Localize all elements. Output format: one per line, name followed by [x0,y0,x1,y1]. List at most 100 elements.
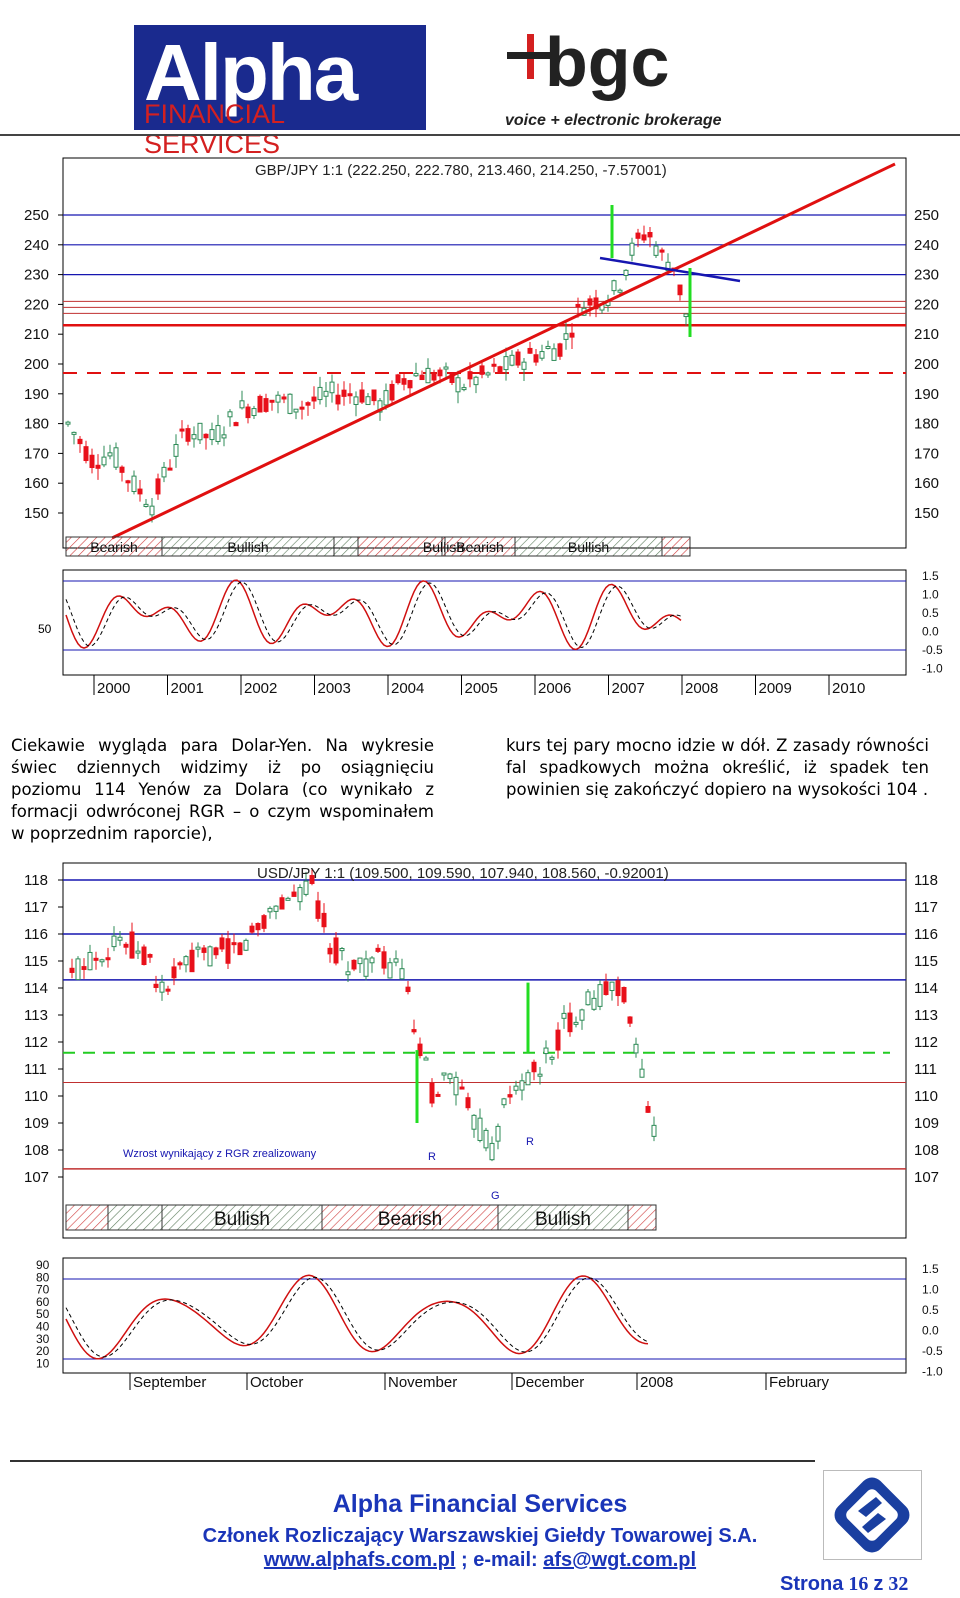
gbpjpy-candle [569,332,575,338]
gbpjpy-candle [341,389,347,397]
usdjpy-osc-left-tick: 50 [36,1307,50,1321]
usdjpy-candle [129,931,135,959]
usdjpy-candle [525,1072,531,1086]
gbpjpy-candle [203,433,209,439]
usdjpy-candle [561,1012,567,1019]
gbpjpy-candle [347,393,353,397]
gbpjpy-candle [521,361,527,370]
gbpjpy-y-tick-right: 190 [914,386,939,403]
gbpjpy-y-tick-right: 170 [914,445,939,462]
usdjpy-y-tick-left: 118 [24,872,48,889]
usdjpy-candle [579,1009,585,1021]
usdjpy-candle [207,946,213,967]
gbpjpy-candle [335,394,341,405]
usdjpy-candle [483,1129,489,1149]
gbpjpy-candle [311,396,317,402]
gbpjpy-y-tick-right: 210 [914,326,939,343]
usdjpy-candle [285,897,291,901]
usdjpy-candle [117,936,123,941]
usdjpy-x-tick: October [250,1374,303,1391]
usdjpy-x-tick: December [515,1374,584,1391]
gbpjpy-y-tick-left: 160 [24,475,49,492]
page-number: Strona 16 z 32 [780,1573,908,1596]
gbpjpy-y-tick-left: 230 [24,267,49,284]
gbpjpy-candle [317,386,323,401]
gbpjpy-candle [281,396,287,400]
gbpjpy-osc-right-tick: 0.0 [922,625,939,639]
usdjpy-osc-left-tick: 70 [36,1283,50,1297]
usdjpy-osc-left-tick: 90 [36,1258,50,1272]
usdjpy-candle [387,962,393,979]
usdjpy-x-tick: 2008 [640,1374,673,1391]
usdjpy-y-tick-right: 117 [914,899,938,916]
usdjpy-candle [339,947,345,952]
gbpjpy-candle [143,503,149,507]
gbpjpy-x-tick: 2009 [759,680,792,697]
usdjpy-candle [567,1012,573,1033]
usdjpy-candle [513,1085,519,1091]
usdjpy-candle [549,1056,555,1060]
gbpjpy-candle [437,369,443,377]
usdjpy-candle [651,1124,657,1137]
usdjpy-candle [435,1093,441,1097]
gbpjpy-candle [407,380,413,389]
gbpjpy-candle [83,446,89,462]
usdjpy-candle [141,946,147,966]
gbpjpy-sentiment-label: Bearish [90,539,137,555]
gbpjpy-candle [71,431,77,435]
gbpjpy-candle [245,406,251,419]
usdjpy-candle [201,947,207,953]
usdjpy-candle [447,1073,453,1080]
alpha-logo: Alpha FINANCIAL SERVICES [134,25,426,159]
gbpjpy-candle [617,289,623,293]
usdjpy-candle [189,949,195,973]
gbpjpy-candle [167,467,173,471]
usdjpy-candle [327,947,333,955]
gbpjpy-candle [431,373,437,381]
email-link[interactable]: afs@wgt.com.pl [543,1549,697,1571]
usdjpy-candle [465,1097,471,1109]
usdjpy-candle [375,947,381,952]
gbpjpy-candle [515,351,521,366]
gbpjpy-candle [209,429,215,441]
usdjpy-candle [297,887,303,903]
pattern-label-g: G [491,1190,500,1202]
usdjpy-sentiment-label: Bullish [214,1209,270,1230]
gbpjpy-trendline [111,162,896,540]
gbpjpy-candle [179,428,185,432]
gbpjpy-candle [611,280,617,292]
gbpjpy-price-panel [62,157,907,549]
gbpjpy-candle [443,366,449,370]
gbpjpy-oscillator-panel [62,569,907,676]
gbpjpy-sentiment-segment [333,536,359,557]
gbpjpy-candle [275,394,281,403]
usdjpy-candle [69,967,75,973]
website-link[interactable]: www.alphafs.com.pl [263,1549,456,1571]
usdjpy-candle [345,971,351,976]
gbpjpy-candle [353,396,359,405]
gbpjpy-candle [557,343,563,357]
gbpjpy-x-tick: 2005 [465,680,498,697]
usdjpy-x-tick: February [769,1374,830,1391]
gbpjpy-candle [395,374,401,384]
usdjpy-candle [177,962,183,966]
gbpjpy-candle [113,447,119,468]
gbpjpy-osc-left-tick: 50 [38,622,52,636]
usdjpy-osc-right-tick: 1.5 [922,1262,939,1276]
gbpjpy-candle [527,347,533,354]
gbpjpy-candle [155,478,161,495]
usdjpy-candle [429,1082,435,1104]
gbpjpy-candle [383,390,389,406]
usdjpy-candle [303,880,309,895]
usdjpy-y-tick-left: 112 [24,1034,48,1051]
rgr-annotation: Wzrost wynikający z RGR zrealizowany [123,1148,317,1160]
bgc-logo-tagline: voice + electronic brokerage [505,112,722,129]
usdjpy-y-tick-right: 107 [914,1169,939,1186]
usdjpy-candle [423,1057,429,1061]
gbpjpy-candle [425,367,431,384]
usdjpy-candle [363,958,369,977]
usdjpy-candle [411,1029,417,1033]
usdjpy-candle [543,1047,549,1055]
gbpjpy-osc-right-tick: 1.0 [922,588,939,602]
gbpjpy-y-tick-left: 150 [24,505,49,522]
